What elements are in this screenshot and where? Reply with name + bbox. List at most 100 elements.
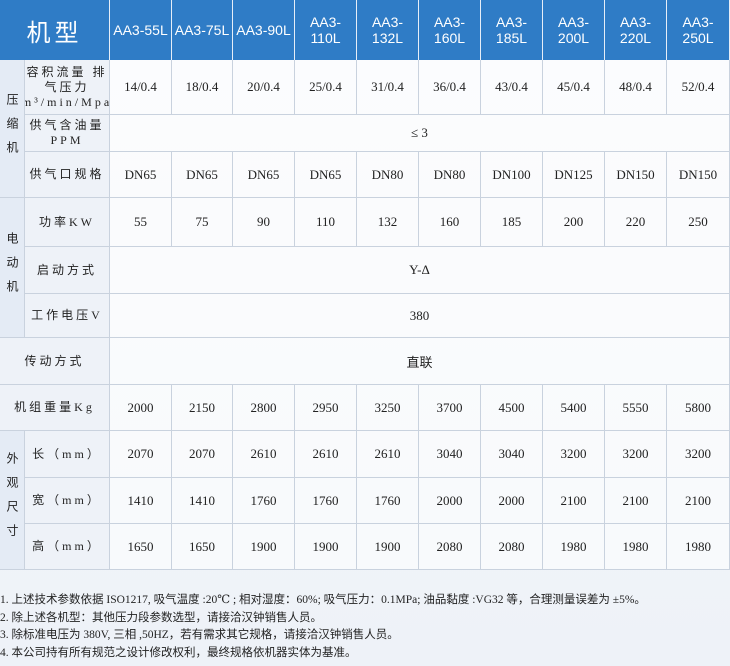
row-label: 供气含油量 <box>29 118 105 132</box>
model-cell: AA3-132L <box>357 0 419 60</box>
value-cell: 3040 <box>481 431 543 478</box>
note: 4. 本公司持有所有规范之设计修改权利，最终规格依机器实体为基准。 <box>0 646 357 659</box>
header-title: 机型 <box>26 19 83 47</box>
value-cell: 1650 <box>172 524 233 570</box>
group-label: 电动机 <box>5 231 19 304</box>
value: 20/0.4 <box>247 79 280 94</box>
value-cell: 3700 <box>419 385 481 431</box>
value-cell: 1980 <box>605 524 667 570</box>
row-label-cell: 供气含油量 PPM <box>25 115 110 152</box>
value-cell: 3200 <box>605 431 667 478</box>
value-cell: 2100 <box>667 478 730 524</box>
model-cell: AA3-220L <box>605 0 667 60</box>
value-cell: 52/0.4 <box>667 60 730 115</box>
value: 1650 <box>189 538 215 554</box>
value: DN65 <box>247 166 280 182</box>
value: 380 <box>409 307 430 323</box>
value-cell: ≤ 3 <box>110 115 730 152</box>
group-cell: 压缩机 <box>0 60 25 198</box>
value: DN80 <box>433 166 466 182</box>
row-label-cell: 工作电压V <box>25 294 110 338</box>
value: 2150 <box>189 399 215 415</box>
value-cell: 90 <box>233 198 295 247</box>
value: 2000 <box>436 492 463 508</box>
model-name: AA3-250L <box>682 14 714 46</box>
model-cell: AA3-160L <box>419 0 481 60</box>
value: 2000 <box>498 492 525 508</box>
value: 3200 <box>560 446 587 461</box>
model-name: AA3-110L <box>309 14 342 46</box>
value-cell: 2610 <box>233 431 295 478</box>
value-cell: 14/0.4 <box>110 60 172 115</box>
group-cell: 电动机 <box>0 198 25 338</box>
row-label: 高（mm） <box>32 539 102 553</box>
value: 48/0.4 <box>619 79 652 94</box>
model-cell: AA3-110L <box>295 0 357 60</box>
value-cell: 3200 <box>667 431 730 478</box>
value: 3040 <box>498 446 525 461</box>
value: 2070 <box>189 446 215 461</box>
value: 直联 <box>406 354 433 370</box>
row-label-cell: 宽（mm） <box>25 478 110 524</box>
note: 2. 除上述各机型：其他压力段参数选型，请接洽汉钟销售人员。 <box>0 611 322 624</box>
row-label: 长（mm） <box>32 446 102 461</box>
value-cell: 200 <box>543 198 605 247</box>
value-cell: DN150 <box>667 152 730 198</box>
value-cell: DN65 <box>295 152 357 198</box>
row-label: 启动方式 <box>36 262 97 277</box>
value: DN65 <box>124 166 157 182</box>
value: 1410 <box>127 492 154 508</box>
value-cell: DN65 <box>172 152 233 198</box>
value-cell: 110 <box>295 198 357 247</box>
value-cell: 55 <box>110 198 172 247</box>
value: 1760 <box>250 492 277 508</box>
value: 1980 <box>685 538 711 554</box>
value: 185 <box>501 214 522 229</box>
value: 14/0.4 <box>124 79 157 94</box>
row-label-cell: 长（mm） <box>25 431 110 478</box>
value: 18/0.4 <box>185 79 219 94</box>
value-cell: 2070 <box>172 431 233 478</box>
value: 2800 <box>250 399 277 415</box>
value-cell: 1760 <box>357 478 419 524</box>
value-cell: 1980 <box>543 524 605 570</box>
row-label-cell: 启动方式 <box>25 247 110 294</box>
value: 1900 <box>312 538 339 554</box>
value-cell: 2070 <box>110 431 172 478</box>
value-cell: DN150 <box>605 152 667 198</box>
value-cell: 2100 <box>605 478 667 524</box>
value: 25/0.4 <box>309 79 342 94</box>
group-label: 压缩机 <box>5 92 19 165</box>
row-label-cell: 容积流量 排气压力 m³/min/Mpa <box>22 60 110 115</box>
group-label: 外观尺寸 <box>5 452 19 548</box>
value: 1980 <box>560 538 587 554</box>
model-name: AA3-75L <box>174 22 230 38</box>
model-name: AA3-185L <box>495 14 528 46</box>
value: 45/0.4 <box>557 79 590 94</box>
note: 1. 上述技术参数依据 ISO1217, 吸气温度 :20℃ ; 相对湿度：60… <box>0 594 646 606</box>
row-label: 机组重量Kg <box>14 400 95 414</box>
row-label-cell: 机组重量Kg <box>0 385 110 431</box>
model-cell: AA3-200L <box>543 0 605 60</box>
value-cell: 25/0.4 <box>295 60 357 115</box>
value: 160 <box>439 214 460 229</box>
value-cell: 5550 <box>605 385 667 431</box>
value-cell: 2080 <box>481 524 543 570</box>
row-label-cell: 传动方式 <box>0 338 110 385</box>
value: 220 <box>625 214 646 229</box>
value: 3700 <box>436 399 463 415</box>
value-cell: 1650 <box>110 524 172 570</box>
value: 132 <box>377 214 398 229</box>
value-cell: 5800 <box>667 385 730 431</box>
value: 1410 <box>189 492 215 508</box>
note: 3. 除标准电压为 380V, 三相 ,50HZ，若有需求其它规格，请接洽汉钟销… <box>0 629 399 641</box>
value: 1900 <box>374 538 401 554</box>
value-cell: Y-Δ <box>110 247 730 294</box>
row-label: 工作电压V <box>31 308 103 322</box>
value-cell: 380 <box>110 294 730 338</box>
value: 2070 <box>127 446 154 461</box>
value-cell: DN125 <box>543 152 605 198</box>
value-cell: DN80 <box>357 152 419 198</box>
value-cell: 2610 <box>295 431 357 478</box>
